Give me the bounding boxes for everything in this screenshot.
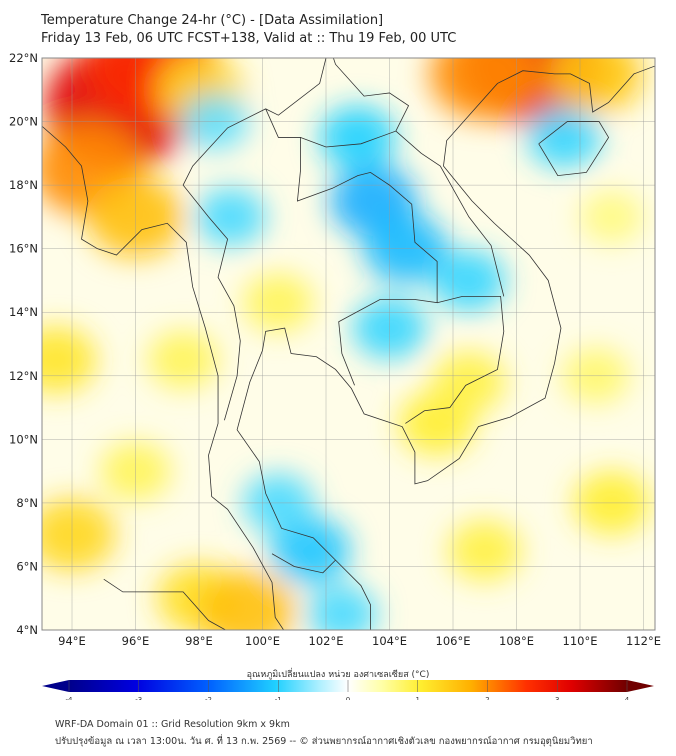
field-anomaly	[243, 273, 314, 332]
longitude-label: 108°E	[499, 634, 534, 648]
field-anomaly	[429, 58, 540, 120]
latitude-label: 4°N	[16, 623, 38, 637]
longitude-label: 112°E	[626, 634, 661, 648]
longitude-label: 104°E	[372, 634, 407, 648]
field-anomaly	[198, 570, 296, 630]
field-anomaly	[148, 330, 219, 390]
latitude-label: 10°N	[9, 432, 38, 446]
boundary-line	[236, 65, 655, 630]
boundary-line	[288, 636, 304, 655]
field-anomaly	[270, 517, 351, 584]
latitude-label: 16°N	[9, 242, 38, 256]
temperature-change-map: 22°N 20°N 18°N 16°N 14°N 12°N 10°N 8°N 6°N 4°N 94…	[9, 51, 661, 700]
footer-credit: ปรับปรุงข้อมูล ณ เวลา 13:00น. วัน ศ. ที่…	[55, 736, 593, 747]
field-anomaly	[319, 105, 397, 170]
colorbar-tick-label: 0	[346, 696, 350, 700]
colorbar-tick-label: 3	[555, 696, 559, 700]
map-frame	[41, 57, 656, 631]
colorbar-tick-label: -4	[66, 696, 74, 700]
longitude-label: 100°E	[245, 634, 280, 648]
boundary-line	[300, 58, 410, 148]
coastlines-borders	[42, 58, 655, 655]
boundary-line	[271, 553, 336, 574]
boundary-line	[395, 130, 505, 297]
field-anomaly	[432, 249, 506, 312]
field-anomaly	[549, 58, 643, 113]
longitude-label: 94°E	[58, 634, 86, 648]
latitude-label: 22°N	[9, 51, 38, 65]
colorbar-tick-label: -2	[205, 696, 212, 700]
map-title: Temperature Change 24-hr (°C) - [Data As…	[41, 13, 384, 28]
colorbar-tick-label: -3	[135, 696, 142, 700]
boundary-line	[42, 125, 285, 630]
field-anomaly	[432, 351, 506, 413]
longitude-label: 102°E	[309, 634, 344, 648]
colorbar-tick-label: 1	[416, 696, 420, 700]
field-anomaly	[42, 498, 116, 571]
latitude-label: 6°N	[16, 559, 38, 573]
map-subtitle: Friday 13 Feb, 06 UTC FCST+138, Valid at…	[41, 31, 457, 46]
field-anomaly	[195, 187, 266, 247]
field-anomaly	[42, 326, 97, 394]
colorbar-tick-label: -1	[275, 696, 282, 700]
colorbar-tick-label: 4	[625, 696, 630, 700]
colorbar: -4 -3 -2 -1 0 1 2 3 4	[42, 680, 654, 700]
colorbar-title: อุณหภูมิเปลี่ยนแปลง หน่วย องศาเซลเซียส (…	[246, 670, 430, 680]
latitude-label: 18°N	[9, 178, 38, 192]
colorbar-tick-label: 2	[485, 696, 489, 700]
footer-model-info: WRF-DA Domain 01 :: Grid Resolution 9km …	[55, 719, 290, 730]
field-anomaly	[580, 190, 644, 244]
graticule	[42, 58, 655, 630]
latitude-label: 20°N	[9, 115, 38, 129]
temperature-field	[42, 58, 651, 630]
boundary-line	[265, 108, 438, 386]
boundary-line	[538, 121, 610, 177]
longitude-label: 98°E	[185, 634, 213, 648]
field-anomaly	[448, 519, 522, 582]
longitude-label: 96°E	[122, 634, 150, 648]
boundary-line	[103, 578, 227, 630]
latitude-label: 12°N	[9, 369, 38, 383]
boundary-line	[405, 295, 505, 424]
longitude-label: 106°E	[436, 634, 471, 648]
latitude-label: 14°N	[9, 305, 38, 319]
colorbar-min-extend	[42, 680, 69, 692]
colorbar-max-extend	[627, 680, 654, 692]
latitude-label: 8°N	[16, 496, 38, 510]
field-anomaly	[527, 106, 601, 169]
field-anomaly	[306, 584, 377, 630]
boundary-line	[182, 58, 327, 421]
longitude-label: 110°E	[563, 634, 598, 648]
